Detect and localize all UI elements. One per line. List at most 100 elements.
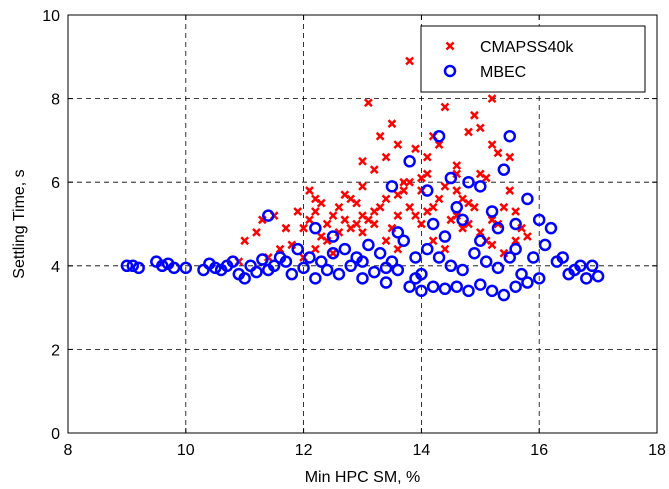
point-cmapss40k bbox=[334, 202, 344, 212]
point-mbec bbox=[497, 163, 511, 176]
y-tick-label: 6 bbox=[51, 175, 60, 192]
point-mbec bbox=[267, 259, 281, 273]
point-cmapss40k bbox=[452, 161, 462, 170]
point-mbec bbox=[515, 267, 528, 281]
point-cmapss40k bbox=[328, 248, 338, 258]
point-cmapss40k bbox=[505, 152, 515, 162]
point-cmapss40k bbox=[299, 223, 308, 233]
point-mbec bbox=[309, 272, 322, 285]
point-cmapss40k bbox=[511, 236, 521, 246]
point-cmapss40k bbox=[417, 173, 426, 183]
point-cmapss40k bbox=[405, 202, 415, 212]
point-cmapss40k bbox=[493, 148, 503, 158]
point-cmapss40k bbox=[358, 156, 367, 166]
point-mbec bbox=[385, 180, 399, 193]
point-mbec bbox=[479, 255, 493, 268]
point-cmapss40k bbox=[511, 207, 521, 216]
point-mbec bbox=[485, 284, 499, 298]
point-cmapss40k bbox=[364, 98, 373, 108]
point-mbec bbox=[297, 261, 310, 275]
point-mbec bbox=[426, 280, 440, 293]
point-cmapss40k bbox=[293, 207, 303, 216]
point-cmapss40k bbox=[375, 131, 385, 141]
point-mbec bbox=[503, 251, 516, 264]
point-mbec bbox=[503, 129, 516, 143]
y-tick-label: 4 bbox=[51, 259, 60, 276]
point-cmapss40k bbox=[393, 140, 403, 149]
point-mbec bbox=[373, 247, 387, 260]
point-mbec bbox=[432, 129, 446, 143]
point-mbec bbox=[574, 259, 587, 273]
point-mbec bbox=[262, 209, 275, 222]
point-cmapss40k bbox=[240, 236, 250, 246]
point-mbec bbox=[326, 247, 340, 260]
point-mbec bbox=[450, 201, 463, 214]
y-tick-label: 8 bbox=[51, 92, 60, 109]
point-cmapss40k bbox=[422, 152, 432, 162]
point-cmapss40k bbox=[310, 244, 320, 254]
point-mbec bbox=[238, 272, 251, 285]
point-mbec bbox=[403, 280, 416, 293]
point-cmapss40k bbox=[487, 94, 497, 103]
point-cmapss40k bbox=[464, 127, 473, 137]
point-mbec bbox=[462, 175, 475, 189]
legend-marker-cmapss40k bbox=[445, 41, 455, 51]
point-mbec bbox=[585, 259, 599, 273]
point-mbec bbox=[509, 242, 522, 256]
point-mbec bbox=[385, 255, 399, 268]
point-mbec bbox=[444, 259, 458, 273]
point-mbec bbox=[409, 272, 422, 285]
point-mbec bbox=[356, 272, 369, 285]
point-mbec bbox=[468, 247, 481, 260]
point-cmapss40k bbox=[470, 202, 479, 212]
point-cmapss40k bbox=[275, 244, 285, 254]
point-mbec bbox=[391, 226, 405, 239]
point-cmapss40k bbox=[381, 152, 391, 162]
legend-box bbox=[420, 25, 646, 93]
x-tick-label: 12 bbox=[295, 442, 313, 459]
point-mbec bbox=[521, 192, 534, 206]
point-cmapss40k bbox=[310, 194, 320, 204]
point-mbec bbox=[285, 267, 299, 281]
point-mbec bbox=[344, 259, 357, 273]
point-mbec bbox=[350, 251, 363, 264]
point-cmapss40k bbox=[440, 102, 450, 112]
x-tick-label: 10 bbox=[177, 442, 195, 459]
legend: CMAPSS40k MBEC bbox=[420, 25, 646, 93]
point-mbec bbox=[391, 263, 405, 277]
point-mbec bbox=[456, 263, 469, 277]
point-mbec bbox=[462, 284, 475, 298]
point-mbec bbox=[474, 234, 487, 247]
point-mbec bbox=[309, 221, 322, 235]
point-cmapss40k bbox=[358, 227, 367, 237]
point-mbec bbox=[538, 238, 552, 252]
point-cmapss40k bbox=[440, 181, 450, 191]
x-axis-label: Min HPC SM, % bbox=[305, 469, 421, 486]
y-axis-label: Settling Time, s bbox=[11, 169, 28, 278]
point-cmapss40k bbox=[310, 207, 320, 216]
point-cmapss40k bbox=[369, 165, 379, 175]
point-cmapss40k bbox=[446, 215, 456, 225]
point-mbec bbox=[532, 272, 546, 285]
point-mbec bbox=[591, 270, 605, 283]
point-cmapss40k bbox=[470, 110, 479, 120]
point-mbec bbox=[491, 261, 505, 275]
point-cmapss40k bbox=[322, 219, 332, 229]
data-points bbox=[120, 56, 605, 302]
point-cmapss40k bbox=[417, 219, 426, 229]
plot-frame bbox=[67, 14, 658, 434]
point-cmapss40k bbox=[393, 244, 403, 254]
point-mbec bbox=[544, 221, 558, 235]
point-mbec bbox=[474, 278, 487, 291]
point-mbec bbox=[362, 238, 375, 252]
point-mbec bbox=[167, 261, 181, 275]
point-cmapss40k bbox=[487, 140, 497, 149]
point-cmapss40k bbox=[340, 215, 350, 225]
point-mbec bbox=[421, 184, 434, 197]
point-mbec bbox=[403, 155, 416, 168]
point-mbec bbox=[368, 265, 381, 279]
point-mbec bbox=[521, 276, 534, 289]
point-mbec bbox=[438, 230, 452, 243]
point-cmapss40k bbox=[381, 236, 391, 246]
